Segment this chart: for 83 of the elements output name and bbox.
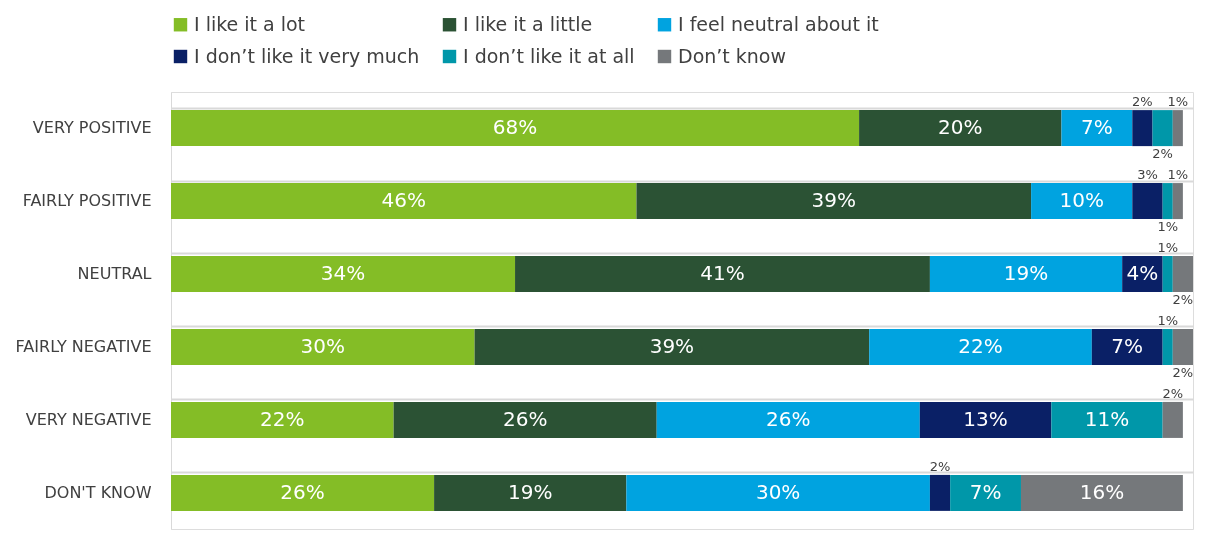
- bar: [171, 328, 475, 365]
- data-label: 26%: [280, 479, 325, 504]
- bar: [171, 110, 860, 147]
- data-label: 1%: [1167, 167, 1189, 183]
- data-label: 7%: [1081, 115, 1113, 140]
- data-label: 68%: [492, 115, 538, 140]
- bar: [1091, 328, 1163, 365]
- data-label: 19%: [507, 479, 553, 504]
- y-tick-label: FAIRLY POSITIVE: [22, 191, 152, 211]
- bar: [1172, 110, 1183, 147]
- bar: [1162, 183, 1173, 220]
- y-tick-label: DON'T KNOW: [44, 482, 152, 502]
- data-label: 2%: [1152, 146, 1173, 162]
- bar: [919, 401, 1052, 438]
- data-label: 39%: [649, 333, 695, 358]
- data-label: 22%: [958, 333, 1003, 358]
- data-label: 26%: [766, 406, 811, 431]
- data-label: 7%: [969, 479, 1002, 504]
- data-label: 20%: [938, 115, 983, 140]
- data-label: 41%: [700, 261, 745, 286]
- data-label: 30%: [300, 333, 346, 358]
- data-label: 2%: [1132, 94, 1153, 110]
- bar: [1172, 328, 1193, 365]
- bar: [515, 256, 930, 293]
- bar: [1152, 110, 1173, 147]
- data-label: 26%: [502, 406, 548, 431]
- data-label: 34%: [320, 261, 366, 286]
- bar: [474, 328, 870, 365]
- bar: [1162, 256, 1173, 293]
- bar: [393, 401, 657, 438]
- bar: [1132, 110, 1153, 147]
- data-label: 19%: [1003, 261, 1049, 286]
- data-label: 2%: [1162, 385, 1184, 401]
- data-label: 11%: [1084, 406, 1130, 431]
- legend-label: I don’t like it at all: [463, 44, 635, 67]
- data-label: 13%: [963, 406, 1008, 431]
- bar: [1020, 474, 1183, 511]
- bar: [1051, 401, 1163, 438]
- bar: [859, 110, 1062, 147]
- bar: [869, 328, 1092, 365]
- bar: [1162, 328, 1173, 365]
- bar: [171, 401, 394, 438]
- bar: [1031, 183, 1133, 220]
- bar: [1061, 110, 1133, 147]
- bar: [929, 474, 951, 511]
- y-tick-label: VERY POSITIVE: [32, 118, 152, 138]
- data-label: 1%: [1157, 312, 1179, 328]
- data-label: 46%: [381, 188, 426, 213]
- bar: [171, 474, 435, 511]
- bar: [1172, 183, 1183, 220]
- bar: [929, 256, 1123, 293]
- bar: [636, 183, 1032, 220]
- y-tick-label: NEUTRAL: [77, 264, 152, 284]
- bar: [656, 401, 920, 438]
- data-label: 4%: [1126, 261, 1159, 286]
- y-tick-label: VERY NEGATIVE: [25, 409, 152, 429]
- legend-label: I like it a lot: [194, 12, 306, 35]
- data-label: 1%: [1167, 94, 1189, 110]
- bar: [1162, 401, 1183, 438]
- data-label: 1%: [1157, 219, 1179, 235]
- bar: [1132, 183, 1163, 220]
- bar: [434, 474, 627, 511]
- data-label: 22%: [260, 406, 305, 431]
- legend-label: I feel neutral about it: [678, 12, 879, 35]
- bar: [1172, 256, 1193, 293]
- data-label: 10%: [1059, 188, 1104, 213]
- data-label: 7%: [1111, 333, 1144, 358]
- bar: [626, 474, 930, 511]
- legend-label: I like it a little: [463, 12, 593, 35]
- legend-label: I don’t like it very much: [194, 44, 420, 67]
- data-label: 1%: [1157, 240, 1179, 256]
- data-label: 30%: [755, 479, 801, 504]
- bar: [171, 183, 637, 220]
- bar: [171, 256, 516, 293]
- bar: [950, 474, 1021, 511]
- data-label: 16%: [1079, 479, 1125, 504]
- legend-label: Don’t know: [678, 44, 787, 67]
- data-label: 2%: [929, 458, 951, 474]
- data-label: 39%: [811, 188, 857, 213]
- data-label: 3%: [1137, 167, 1158, 183]
- y-tick-label: FAIRLY NEGATIVE: [15, 336, 152, 356]
- data-label: 2%: [1172, 364, 1194, 380]
- data-label: 2%: [1172, 292, 1194, 308]
